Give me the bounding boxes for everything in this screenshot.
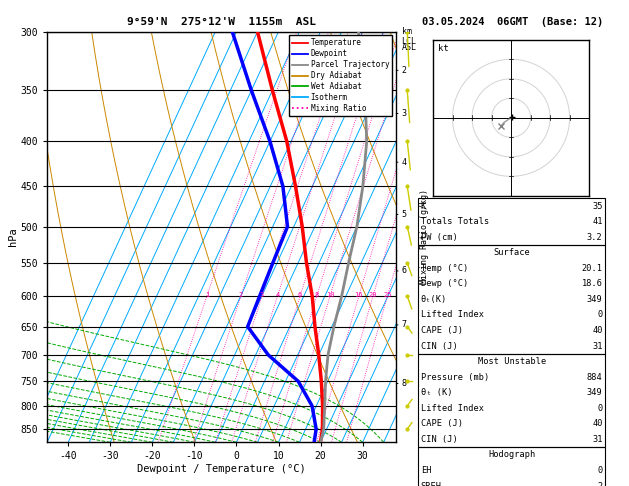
Text: 6: 6 — [298, 292, 302, 298]
Text: K: K — [421, 202, 426, 210]
Text: LCL: LCL — [401, 37, 416, 46]
Text: PW (cm): PW (cm) — [421, 233, 457, 242]
Text: Surface: Surface — [493, 248, 530, 257]
Text: 31: 31 — [592, 342, 603, 350]
Text: 884: 884 — [587, 373, 603, 382]
Text: SREH: SREH — [421, 482, 442, 486]
Text: Totals Totals: Totals Totals — [421, 217, 489, 226]
Text: Hodograph: Hodograph — [488, 451, 535, 459]
Text: CAPE (J): CAPE (J) — [421, 419, 463, 428]
Text: 20: 20 — [369, 292, 377, 298]
Text: 0: 0 — [598, 311, 603, 319]
Text: 18.6: 18.6 — [582, 279, 603, 288]
Text: 41: 41 — [592, 217, 603, 226]
Text: 3: 3 — [401, 109, 406, 118]
Text: Lifted Index: Lifted Index — [421, 404, 484, 413]
Text: 9°59'N  275°12'W  1155m  ASL: 9°59'N 275°12'W 1155m ASL — [127, 17, 316, 27]
X-axis label: Dewpoint / Temperature (°C): Dewpoint / Temperature (°C) — [137, 464, 306, 474]
Text: 3.2: 3.2 — [587, 233, 603, 242]
Text: Most Unstable: Most Unstable — [477, 357, 546, 366]
Text: 0: 0 — [598, 466, 603, 475]
Text: kt: kt — [438, 45, 448, 53]
Text: 8: 8 — [401, 379, 406, 388]
Text: 1: 1 — [204, 292, 209, 298]
Text: Dewp (°C): Dewp (°C) — [421, 279, 468, 288]
Text: Mixing Ratio (g/kg): Mixing Ratio (g/kg) — [420, 190, 429, 284]
Text: 2: 2 — [598, 482, 603, 486]
Text: km: km — [401, 27, 411, 35]
Text: θₜ (K): θₜ (K) — [421, 388, 452, 397]
Text: 0: 0 — [598, 404, 603, 413]
Text: 3: 3 — [260, 292, 264, 298]
Text: 40: 40 — [592, 419, 603, 428]
Text: 7: 7 — [401, 320, 406, 330]
Text: CIN (J): CIN (J) — [421, 342, 457, 350]
Legend: Temperature, Dewpoint, Parcel Trajectory, Dry Adiabat, Wet Adiabat, Isotherm, Mi: Temperature, Dewpoint, Parcel Trajectory… — [289, 35, 392, 116]
Text: Temp (°C): Temp (°C) — [421, 264, 468, 273]
Text: Pressure (mb): Pressure (mb) — [421, 373, 489, 382]
Text: 8: 8 — [314, 292, 319, 298]
Text: 349: 349 — [587, 388, 603, 397]
Y-axis label: hPa: hPa — [8, 227, 18, 246]
Text: 03.05.2024  06GMT  (Base: 12): 03.05.2024 06GMT (Base: 12) — [422, 17, 603, 27]
Text: 4: 4 — [276, 292, 280, 298]
Text: 6: 6 — [401, 266, 406, 276]
Text: θₜ(K): θₜ(K) — [421, 295, 447, 304]
Text: CIN (J): CIN (J) — [421, 435, 457, 444]
Text: 31: 31 — [592, 435, 603, 444]
Text: 40: 40 — [592, 326, 603, 335]
Text: Lifted Index: Lifted Index — [421, 311, 484, 319]
Text: 16: 16 — [355, 292, 363, 298]
Text: ASL: ASL — [401, 43, 416, 52]
Text: 2: 2 — [401, 66, 406, 75]
Text: 5: 5 — [401, 210, 406, 219]
Text: 35: 35 — [592, 202, 603, 210]
Text: 25: 25 — [383, 292, 392, 298]
Text: EH: EH — [421, 466, 431, 475]
Text: 4: 4 — [401, 157, 406, 167]
Text: CAPE (J): CAPE (J) — [421, 326, 463, 335]
Text: 20.1: 20.1 — [582, 264, 603, 273]
Text: 2: 2 — [239, 292, 243, 298]
Text: 10: 10 — [326, 292, 334, 298]
Text: 349: 349 — [587, 295, 603, 304]
